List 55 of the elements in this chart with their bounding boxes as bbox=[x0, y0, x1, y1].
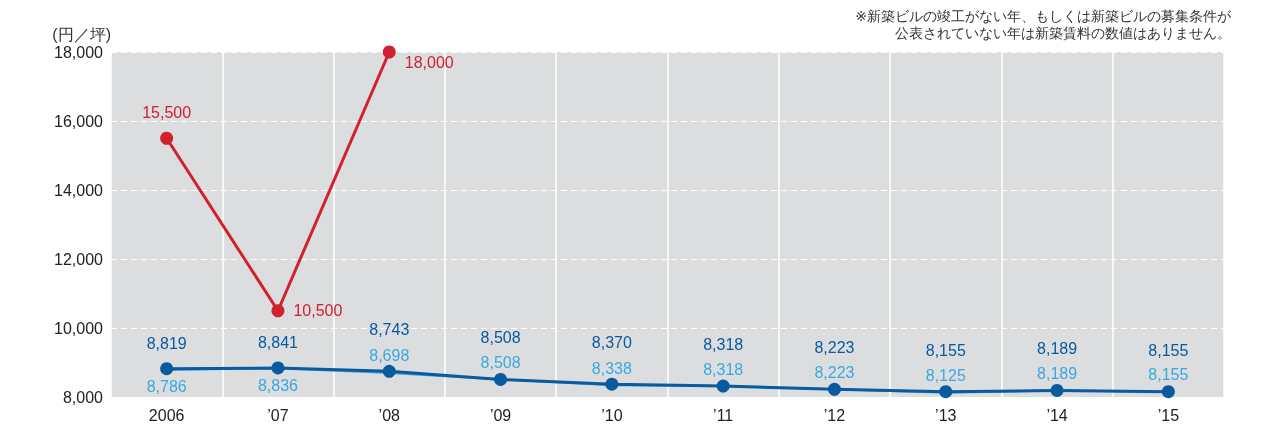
y-axis-title: (円／坪) bbox=[52, 25, 111, 43]
data-label: 8,819 bbox=[146, 334, 187, 352]
x-tick-label: ’09 bbox=[489, 406, 512, 424]
y-tick-label: 12,000 bbox=[54, 250, 104, 268]
point bbox=[1161, 385, 1175, 399]
x-tick-label: ’13 bbox=[935, 406, 957, 424]
point bbox=[271, 361, 285, 375]
point bbox=[605, 377, 619, 391]
data-label: 10,500 bbox=[293, 302, 343, 320]
data-label: 15,500 bbox=[142, 104, 192, 122]
point bbox=[160, 131, 174, 145]
data-label: 8,786 bbox=[146, 378, 187, 396]
data-label: 8,155 bbox=[1148, 341, 1189, 359]
y-tick-label: 14,000 bbox=[54, 181, 104, 199]
data-label: 8,698 bbox=[369, 347, 410, 365]
data-label: 8,223 bbox=[814, 339, 855, 357]
data-label: 18,000 bbox=[404, 53, 454, 71]
point bbox=[494, 372, 508, 386]
x-tick-label: ’15 bbox=[1157, 406, 1180, 424]
point bbox=[1050, 383, 1064, 397]
data-label: 8,743 bbox=[369, 321, 410, 339]
point bbox=[716, 379, 730, 393]
point bbox=[271, 304, 285, 318]
x-tick-label: ’14 bbox=[1046, 406, 1068, 424]
text: 公表されていない年は新築賃料の数値はありません。 bbox=[895, 25, 1231, 41]
data-label: 8,836 bbox=[257, 376, 299, 394]
data-label: 8,841 bbox=[257, 333, 299, 351]
data-label: 8,318 bbox=[703, 360, 744, 378]
data-label: 8,189 bbox=[1037, 364, 1078, 382]
point bbox=[382, 364, 396, 378]
y-tick-label: 10,000 bbox=[54, 319, 104, 337]
point bbox=[827, 382, 841, 396]
x-tick-label: ’10 bbox=[601, 406, 623, 424]
x-tick-label: ’11 bbox=[713, 406, 734, 424]
point bbox=[382, 45, 396, 59]
data-label: 8,155 bbox=[925, 341, 966, 359]
data-label: 8,338 bbox=[591, 359, 632, 377]
data-label: 8,223 bbox=[814, 363, 855, 381]
y-tick-label: 8,000 bbox=[62, 388, 104, 406]
x-tick-label: ’08 bbox=[378, 406, 401, 424]
x-tick-label: 2006 bbox=[148, 406, 185, 424]
data-label: 8,318 bbox=[703, 336, 744, 354]
x-tick-label: ’12 bbox=[823, 406, 846, 424]
data-label: 8,125 bbox=[925, 367, 966, 385]
data-label: 8,508 bbox=[480, 329, 521, 347]
data-label: 8,508 bbox=[480, 353, 521, 371]
data-label: 8,189 bbox=[1037, 340, 1078, 358]
data-label: 8,155 bbox=[1148, 366, 1189, 384]
data-label: 8,370 bbox=[591, 334, 632, 352]
point bbox=[160, 362, 174, 376]
y-tick-label: 16,000 bbox=[54, 112, 104, 130]
y-tick-label: 18,000 bbox=[54, 43, 104, 61]
point bbox=[939, 385, 953, 399]
x-tick-label: ’07 bbox=[267, 406, 289, 424]
text: ※新築ビルの竣工がない年、もしくは新築ビルの募集条件が bbox=[855, 8, 1232, 24]
